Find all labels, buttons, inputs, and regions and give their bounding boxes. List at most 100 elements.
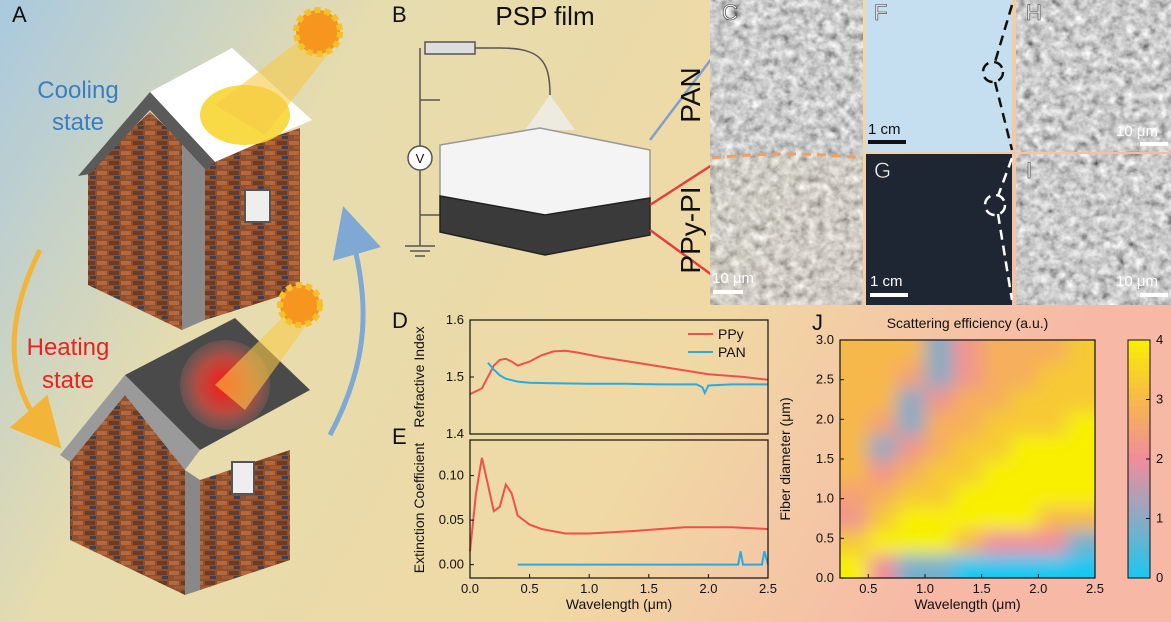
- heatmap-cell: [1010, 554, 1039, 578]
- heatmap-cell: [1038, 530, 1068, 555]
- scale-label: 1 cm: [870, 273, 903, 290]
- heatmap-cell: [1010, 530, 1039, 555]
- x-tick-label: 0.5: [521, 581, 539, 596]
- x-tick-label: 1.5: [640, 581, 658, 596]
- colorbar-step: [1128, 560, 1150, 567]
- colorbar-step: [1128, 482, 1150, 490]
- heatmap-cell: [981, 363, 1011, 389]
- x-tick-label: 2.5: [759, 581, 777, 596]
- heatmap-cell: [981, 482, 1011, 508]
- heatmap-cell: [981, 554, 1011, 578]
- heatmap-cell: [840, 459, 869, 484]
- heatmap-cell: [840, 363, 869, 389]
- y-tick-label: 2.5: [816, 372, 834, 387]
- heatmap-cell: [925, 411, 954, 436]
- heatmap-cell: [840, 554, 869, 578]
- heatmap-cell: [925, 435, 954, 460]
- heatmap-cell: [1038, 482, 1068, 508]
- heatmap-cell: [925, 554, 954, 578]
- scale-label: 10 μm: [1116, 123, 1158, 140]
- heatmap-cell: [925, 340, 954, 365]
- film-title: PSP film: [495, 1, 594, 31]
- heatmap-cell: [1010, 387, 1039, 412]
- heatmap-cell: [868, 340, 898, 365]
- colorbar-step: [1128, 441, 1150, 448]
- y-tick-label: 0.05: [439, 512, 464, 527]
- scale-label: 10 μm: [712, 270, 754, 287]
- heatmap-cell: [1066, 530, 1095, 555]
- plot-frame: [469, 439, 769, 579]
- heatmap-cell: [840, 340, 869, 365]
- heatmap-cell: [953, 340, 983, 365]
- scale-bars: [713, 140, 1168, 297]
- heatmap-cells: [840, 340, 1095, 578]
- heatmap-cell: [840, 506, 869, 531]
- line-series: [487, 362, 768, 396]
- colorbar-step: [1128, 429, 1150, 436]
- colorbar-step: [1128, 345, 1150, 353]
- heatmap-cell: [981, 387, 1011, 412]
- heatmap-cell: [1066, 363, 1095, 389]
- heatmap-cell: [1066, 459, 1095, 484]
- heatmap-cell: [896, 506, 926, 531]
- heatmap-cell: [925, 387, 954, 412]
- heatmap-cell: [1066, 435, 1095, 460]
- y-tick-label: 3.0: [816, 332, 834, 347]
- heatmap-cell: [981, 340, 1011, 365]
- panel-label: J: [812, 310, 823, 335]
- heatmap-cell: [953, 482, 983, 508]
- heatmap-cell: [981, 506, 1011, 531]
- heatmap-cell: [981, 530, 1011, 555]
- heatmap-cell: [953, 387, 983, 412]
- y-tick-label: 0.0: [816, 570, 834, 585]
- legend-label: PAN: [718, 344, 746, 360]
- colorbar-step: [1128, 340, 1150, 347]
- heatmap-cell: [925, 363, 954, 389]
- colorbar-tick-label: 4: [1156, 332, 1163, 347]
- panel-label: F: [874, 0, 887, 25]
- heatmap-cell: [981, 411, 1011, 436]
- colorbar-step: [1128, 470, 1150, 478]
- heatmap-cell: [925, 506, 954, 531]
- heatmap-cell: [953, 435, 983, 460]
- heatmap-cell: [1038, 411, 1068, 436]
- colorbar-step: [1128, 518, 1150, 526]
- colorbar-step: [1128, 423, 1150, 430]
- scale-label: 1 cm: [868, 121, 901, 138]
- colorbar-step: [1128, 447, 1150, 454]
- colorbar-tick-label: 1: [1156, 511, 1163, 526]
- line-series: [469, 349, 769, 396]
- y-axis-label: Fiber diameter (μm): [777, 397, 793, 520]
- x-axis-label: Wavelength (μm): [566, 596, 672, 612]
- colorbar-step: [1128, 393, 1150, 401]
- heatmap-cell: [1010, 363, 1039, 389]
- heatmap-cell: [953, 506, 983, 531]
- sem-image-h: [1016, 0, 1171, 152]
- colorbar-step: [1128, 399, 1150, 407]
- heatmap-cell: [840, 411, 869, 436]
- heatmap-cell: [1038, 554, 1068, 578]
- colorbar-tick-label: 3: [1156, 392, 1163, 407]
- heatmap-cell: [896, 411, 926, 436]
- panel-label: H: [1026, 0, 1042, 25]
- heatmap-cell: [1038, 363, 1068, 389]
- x-tick-label: 1.0: [580, 581, 598, 596]
- colorbar-step: [1128, 459, 1150, 466]
- colorbar-step: [1128, 357, 1150, 365]
- heatmap-cell: [840, 530, 869, 555]
- heatmap-cell: [840, 435, 869, 460]
- colorbar-step: [1128, 387, 1150, 395]
- heatmap-cell: [896, 482, 926, 508]
- layer-label: PPy-PI: [675, 186, 706, 273]
- heatmap-cell: [868, 363, 898, 389]
- x-tick-label: 0.0: [461, 581, 479, 596]
- heatmap-cell: [896, 363, 926, 389]
- legend-label: PPy: [718, 326, 744, 342]
- y-tick-label: 0.00: [439, 557, 464, 572]
- colorbar-step: [1128, 488, 1150, 496]
- colorbar-step: [1128, 453, 1150, 460]
- heatmap-cell: [868, 411, 898, 436]
- heatmap-cell: [868, 506, 898, 531]
- electrospinning-schematic: [405, 41, 713, 277]
